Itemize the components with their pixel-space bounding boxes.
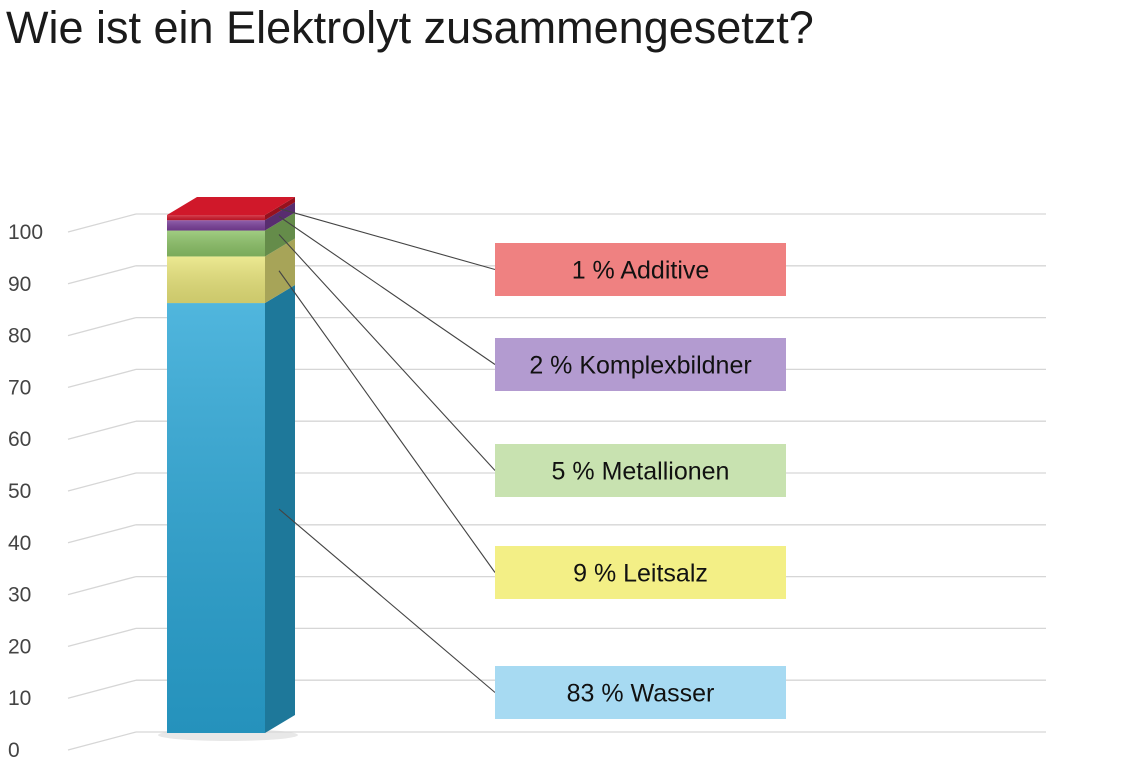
data-label-4: 2 % Komplexbildner <box>495 338 786 391</box>
gridline-depth <box>67 265 137 285</box>
data-label-5: 1 % Additive <box>495 243 786 296</box>
y-tick-label: 60 <box>8 428 31 451</box>
label-box <box>495 338 786 391</box>
label-text: 5 % Metallionen <box>552 458 730 486</box>
bar-top-face <box>167 197 295 215</box>
gridline-depth <box>67 420 137 440</box>
y-tick-label: 30 <box>8 584 31 607</box>
y-tick-label: 50 <box>8 480 31 503</box>
data-label-1: 83 % Wasser <box>495 666 786 719</box>
y-tick-label: 80 <box>8 325 31 348</box>
segment-front-shade <box>167 215 265 221</box>
leader-line <box>278 215 496 365</box>
label-text: 83 % Wasser <box>567 680 715 708</box>
segment-side <box>265 238 295 304</box>
bar-segment-4 <box>167 202 295 231</box>
gridline-depth <box>67 316 137 337</box>
label-box <box>495 243 786 296</box>
y-tick-label: 10 <box>8 687 31 710</box>
data-label-2: 9 % Leitsalz <box>495 546 786 599</box>
segment-side <box>265 285 295 733</box>
y-tick-label: 100 <box>8 221 43 244</box>
leader-line <box>278 234 496 471</box>
leader-lines <box>278 208 496 693</box>
gridline-depth <box>67 524 137 544</box>
stacked-bar <box>158 197 298 741</box>
y-tick-label: 40 <box>8 532 31 555</box>
data-label-3: 5 % Metallionen <box>495 444 786 497</box>
label-text: 9 % Leitsalz <box>573 560 708 588</box>
segment-front-shade <box>167 230 265 257</box>
gridline-depth <box>67 627 137 648</box>
label-text: 2 % Komplexbildner <box>529 352 751 380</box>
segment-side <box>265 202 295 231</box>
leader-line <box>278 270 496 573</box>
segment-front-shade <box>167 303 265 733</box>
segment-front-shade <box>167 220 265 231</box>
label-text: 1 % Additive <box>572 257 710 285</box>
y-tick-label: 90 <box>8 273 31 296</box>
chart-title: Wie ist ein Elektrolyt zusammengesetzt? <box>6 2 814 53</box>
gridline-depth <box>67 213 137 233</box>
gridline-depth <box>67 575 137 596</box>
y-tick-label: 0 <box>8 739 20 762</box>
bar-segment-1 <box>167 285 295 733</box>
leader-line <box>278 508 496 693</box>
segment-front-shade <box>167 256 265 304</box>
y-tick-label: 20 <box>8 635 31 658</box>
y-axis-tick-labels: 0 10 20 30 40 50 60 70 80 90 100 <box>8 221 43 762</box>
gridline-depth <box>67 368 137 389</box>
gridline-depth <box>67 731 137 751</box>
label-box <box>495 666 786 719</box>
bar-segment-3 <box>167 212 295 257</box>
gridline-depth <box>67 679 137 699</box>
bar-segment-2 <box>167 238 295 304</box>
leader-line <box>278 208 496 271</box>
label-box <box>495 444 786 497</box>
data-labels: 83 % Wasser 9 % Leitsalz 5 % Metallionen 2 … <box>495 243 786 719</box>
label-box <box>495 546 786 599</box>
segment-side <box>265 212 295 257</box>
gridline-depth <box>67 472 137 492</box>
y-tick-label: 70 <box>8 376 31 399</box>
